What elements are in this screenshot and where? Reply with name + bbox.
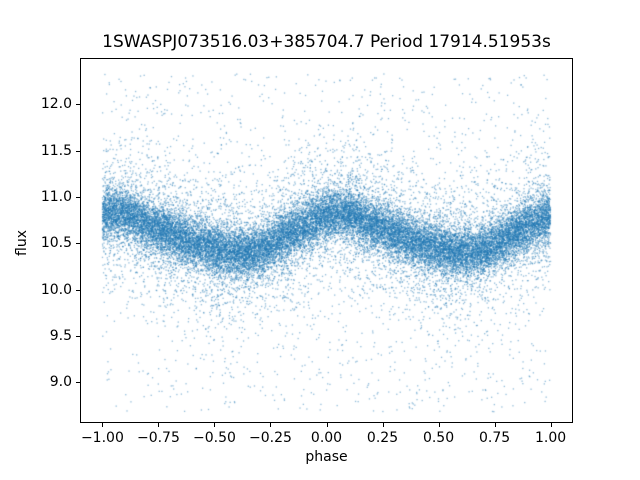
y-tick-label: 11.5 — [40, 142, 72, 159]
x-tick-label: −0.50 — [193, 430, 236, 446]
x-tick-label: 0.25 — [366, 430, 399, 446]
plot-area — [80, 58, 573, 423]
x-tick-mark — [270, 423, 272, 427]
y-tick-label: 9.5 — [49, 327, 72, 344]
x-tick-label: 0.50 — [422, 430, 455, 446]
y-tick-label: 10.0 — [40, 281, 72, 298]
y-tick-label: 9.0 — [49, 374, 72, 391]
y-tick-label: 11.0 — [40, 188, 72, 205]
x-tick-label: 0.00 — [310, 430, 343, 446]
x-tick-label: −1.00 — [80, 430, 124, 446]
chart-title: 1SWASPJ073516.03+385704.7 Period 17914.5… — [102, 32, 551, 52]
x-tick-mark — [438, 423, 440, 427]
y-tick-mark — [76, 196, 80, 198]
y-tick-mark — [76, 243, 80, 245]
y-tick-mark — [76, 150, 80, 152]
y-tick-mark — [76, 335, 80, 337]
y-tick-label: 12.0 — [40, 96, 72, 113]
x-axis-label: phase — [305, 449, 348, 465]
y-tick-label: 10.5 — [40, 235, 72, 252]
x-tick-mark — [550, 423, 552, 427]
x-tick-label: −0.75 — [136, 430, 180, 446]
scatter-points-canvas — [81, 59, 572, 422]
x-tick-label: 0.75 — [478, 430, 511, 446]
x-tick-mark — [494, 423, 496, 427]
y-tick-mark — [76, 104, 80, 106]
x-tick-mark — [326, 423, 328, 427]
x-tick-mark — [214, 423, 216, 427]
y-tick-mark — [76, 382, 80, 384]
x-tick-mark — [382, 423, 384, 427]
x-tick-label: 1.00 — [534, 430, 567, 446]
x-tick-mark — [102, 423, 104, 427]
x-tick-label: −0.25 — [249, 430, 292, 446]
y-tick-mark — [76, 289, 80, 291]
x-tick-mark — [158, 423, 160, 427]
